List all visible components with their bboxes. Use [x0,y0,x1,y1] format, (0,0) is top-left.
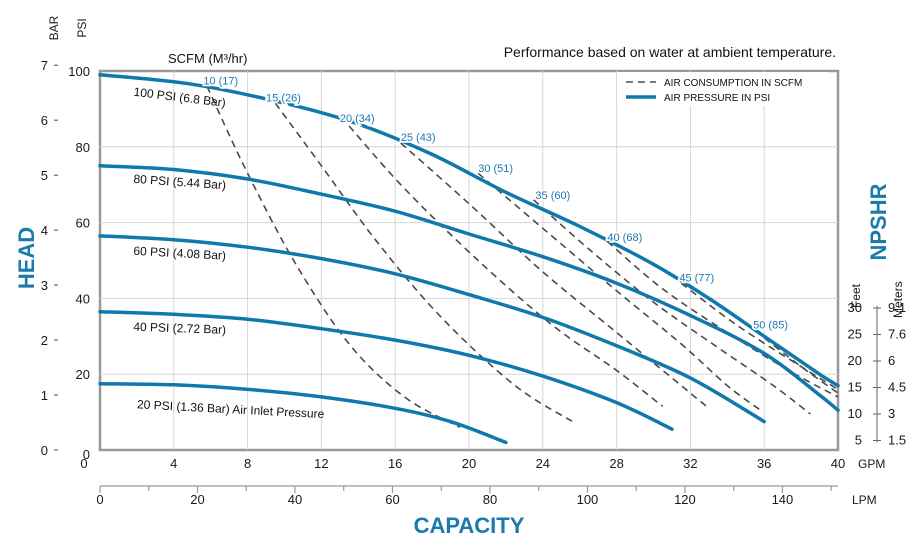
lpm-unit-label: LPM [852,493,877,507]
npshr-meters-tick-label: 1.5 [888,433,906,448]
lpm-tick-label: 100 [577,492,599,507]
psi-tick-label: 100 [68,64,90,79]
scfm-line [274,102,577,425]
x-axis-title: CAPACITY [414,513,525,538]
npshr-meters-tick-label: 3 [888,406,895,421]
legend-label-pressure: AIR PRESSURE IN PSI [664,93,770,104]
npshr-axis-title: NPSHR [866,183,891,260]
legend-box [617,72,829,106]
scfm-line-label: 25 (43) [401,132,436,144]
lpm-tick-label: 60 [385,492,399,507]
lpm-tick-label: 20 [190,492,204,507]
bar-tick-label: 7 [41,58,48,73]
gpm-tick-label: 24 [536,456,550,471]
gpm-tick-label: 28 [609,456,623,471]
bar-tick-label: 2 [41,333,48,348]
npshr-meters-tick-label: 7.6 [888,327,906,342]
axes: 0 4 8 12 16 20 24 28 32 36 400 20 40 60 80 100 120 140204… [41,58,906,507]
lpm-tick-label: 120 [674,492,696,507]
pressure-curve-label: 40 PSI (2.72 Bar) [133,320,226,337]
bar-tick-label: 0 [41,443,48,458]
psi-tick-label: 60 [76,216,90,231]
bar-axis-unit: BAR [47,15,61,40]
lpm-tick-label: 40 [288,492,302,507]
gpm-unit-label: GPM [858,457,885,471]
meters-axis-unit: Meters [891,281,905,318]
gpm-tick-label: 0 [80,456,87,471]
gpm-tick-label: 40 [831,456,845,471]
psi-tick-label: 80 [76,140,90,155]
bar-tick-label: 4 [41,223,48,238]
air-pressure-curves [98,73,840,445]
gpm-tick-label: 32 [683,456,697,471]
psi-tick-label: 20 [76,367,90,382]
pressure-curve-label: 80 PSI (5.44 Bar) [133,172,226,192]
scfm-line-label: 50 (85) [753,320,788,332]
npshr-feet-tick-label: 20 [848,353,862,368]
npshr-meters-tick-label: 4.5 [888,380,906,395]
pressure-curve [98,381,508,445]
pressure-curve [98,164,840,412]
pressure-curve-label: 60 PSI (4.08 Bar) [133,244,226,263]
npshr-meters-tick-label: 9.1 [888,300,906,315]
gpm-tick-label: 4 [170,456,177,471]
feet-axis-unit: Feet [849,283,863,308]
lpm-tick-label: 80 [483,492,497,507]
lpm-tick-label: 0 [96,492,103,507]
scfm-line [206,85,461,429]
psi-tick-label: 40 [76,291,90,306]
scfm-line-label: 10 (17) [203,75,238,87]
scfm-line [680,282,839,391]
gpm-tick-label: 16 [388,456,402,471]
gpm-tick-label: 36 [757,456,771,471]
y-axis-title: HEAD [14,227,39,289]
npshr-feet-tick-label: 5 [855,433,862,448]
scfm-line-label: 35 (60) [535,190,570,202]
gpm-tick-label: 20 [462,456,476,471]
pressure-curve [98,309,674,431]
scfm-line [348,125,664,408]
npshr-meters-tick-label: 6 [888,353,895,368]
scfm-line-label: 40 (68) [607,232,642,244]
npshr-feet-tick-label: 10 [848,406,862,421]
gpm-tick-label: 8 [244,456,251,471]
scfm-line-label: 45 (77) [679,272,714,284]
psi-tick-label: 0 [83,447,90,462]
pressure-curve [98,234,766,424]
gpm-tick-label: 12 [314,456,328,471]
scfm-header: SCFM (M³/hr) [168,51,247,66]
npshr-feet-tick-label: 25 [848,327,862,342]
npshr-feet-tick-label: 30 [848,300,862,315]
bar-tick-label: 3 [41,278,48,293]
chart-note: Performance based on water at ambient te… [504,44,836,60]
bar-tick-label: 5 [41,168,48,183]
legend: AIR CONSUMPTION IN SCFM AIR PRESSURE IN … [617,72,829,106]
bar-tick-label: 6 [41,113,48,128]
scfm-line-label: 20 (34) [340,113,375,125]
grid-lines [100,71,838,450]
npshr-feet-tick-label: 15 [848,380,862,395]
lpm-tick-label: 140 [772,492,794,507]
scfm-line [533,199,811,415]
scfm-line-label: 15 (26) [266,92,301,104]
pressure-curve [98,73,840,388]
scfm-line [400,142,710,409]
bar-tick-label: 1 [41,388,48,403]
psi-axis-unit: PSI [75,18,89,37]
scfm-line [477,172,761,411]
legend-label-air: AIR CONSUMPTION IN SCFM [664,78,802,89]
scfm-line-label: 30 (51) [478,163,513,175]
